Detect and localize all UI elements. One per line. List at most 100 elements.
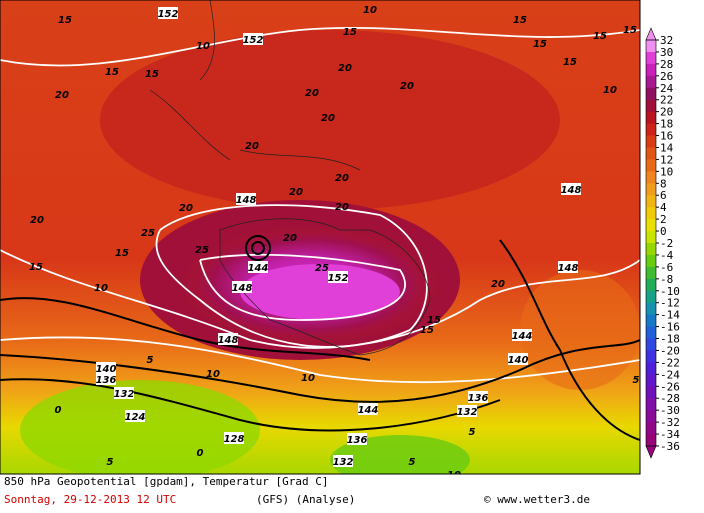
colorbar-label: -4 — [660, 249, 674, 262]
label-box — [236, 193, 256, 205]
colorbar-band — [646, 278, 656, 292]
colorbar-band — [646, 99, 656, 113]
geopotential-label: 132 — [114, 389, 135, 400]
colorbar-band — [646, 314, 656, 328]
temperature-label: 15 — [115, 248, 129, 259]
colorbar-band — [646, 302, 656, 316]
colorbar-label: 24 — [660, 82, 674, 95]
colorbar-label: -2 — [660, 237, 673, 250]
colorbar-band — [646, 63, 656, 77]
temperature-label: 20 — [30, 215, 44, 226]
colorbar-band — [646, 362, 656, 375]
footer-date: Sonntag, 29-12-2013 12 UTC — [4, 493, 176, 506]
geopotential-contours — [0, 235, 640, 441]
colorbar-band — [646, 159, 656, 172]
temperature-label: 20 — [400, 81, 414, 92]
colorbar-band — [646, 111, 656, 125]
colorbar-label: -24 — [660, 368, 680, 381]
colorbar-band — [646, 338, 656, 351]
colorbar-band — [646, 422, 656, 435]
temperature-label: 15 — [105, 67, 119, 78]
colorbar-band — [646, 326, 656, 340]
geopotential-label: 148 — [558, 263, 579, 274]
colorbar-label: 20 — [660, 106, 673, 119]
colorbar-arrow-bottom — [645, 445, 657, 459]
temperature-label: 15 — [563, 57, 577, 68]
temperature-label: 15 — [533, 39, 547, 50]
label-box — [457, 405, 477, 417]
colorbar-label: 10 — [660, 165, 673, 178]
colorbar-label: 4 — [660, 201, 667, 214]
geopotential-label: 132 — [333, 457, 354, 468]
colorbar-band — [646, 171, 656, 184]
colorbar-label: 12 — [660, 153, 673, 166]
colorbar-label: 16 — [660, 130, 673, 143]
geopotential-label: 152 — [243, 35, 264, 46]
colorbar-label: -28 — [660, 392, 680, 405]
colorbar-label: 22 — [660, 94, 673, 107]
label-box — [218, 333, 238, 345]
geopotential-label: 128 — [224, 434, 245, 445]
colorbar-label: 30 — [660, 46, 673, 59]
temperature-label: 20 — [305, 88, 319, 99]
geopotential-label: 136 — [347, 435, 368, 446]
colorbar-label: 14 — [660, 141, 674, 154]
colorbar-band — [646, 231, 656, 244]
label-box — [96, 362, 116, 374]
colorbar-label: -36 — [660, 440, 680, 453]
temperature-label: 5 — [633, 375, 640, 386]
colorbar-band — [646, 386, 656, 399]
geopotential-label: 144 — [512, 331, 533, 342]
temperature-label: 20 — [289, 187, 303, 198]
label-box — [358, 403, 378, 415]
colorbar-label: 2 — [660, 213, 667, 226]
footer-model: (GFS) (Analyse) — [256, 493, 355, 506]
footer-title: 850 hPa Geopotential [gpdam], Temperatur… — [4, 475, 329, 488]
temperature-label: 5 — [107, 457, 114, 468]
label-box — [114, 387, 134, 399]
colorbar-label: -12 — [660, 297, 680, 310]
label-box — [248, 261, 268, 273]
temperature-contours — [0, 27, 640, 384]
temperature-label: 15 — [29, 262, 43, 273]
colorbar-label: -30 — [660, 404, 680, 417]
colorbar-band — [646, 207, 656, 220]
colorbar-label: 32 — [660, 34, 673, 47]
coastlines — [149, 0, 431, 356]
label-box — [512, 329, 532, 341]
temperature-label: 15 — [145, 69, 159, 80]
temperature-label: 10 — [206, 369, 220, 380]
label-box — [96, 373, 116, 385]
temperature-label: 15 — [623, 25, 637, 36]
temperature-label: 20 — [179, 203, 193, 214]
colorbar-band — [646, 243, 656, 256]
colorbar-band — [646, 290, 656, 304]
colorbar-label: -10 — [660, 285, 680, 298]
colorbar-label: 0 — [660, 225, 667, 238]
label-box — [232, 281, 252, 293]
geopotential-label: 136 — [96, 375, 117, 386]
colorbar-band — [646, 254, 656, 268]
label-box — [125, 410, 145, 422]
temperature-label: 15 — [427, 315, 441, 326]
temperature-label: 20 — [55, 90, 69, 101]
temperature-label: 15 — [58, 15, 72, 26]
colorbar-label: -6 — [660, 261, 673, 274]
temperature-label: 15 — [513, 15, 527, 26]
temperature-label: 25 — [195, 245, 209, 256]
temperature-label: 20 — [245, 141, 259, 152]
colorbar-band — [646, 374, 656, 387]
temperature-label: 25 — [315, 263, 329, 274]
geopotential-label: 148 — [218, 335, 239, 346]
colorbar-label: -16 — [660, 321, 680, 334]
temperature-label: 5 — [147, 355, 154, 366]
colorbar-label: 8 — [660, 177, 667, 190]
temperature-label: 20 — [321, 113, 335, 124]
temperature-label: 20 — [491, 279, 505, 290]
colorbar-band — [646, 434, 656, 447]
colorbar-band — [646, 87, 656, 101]
colorbar-band — [646, 219, 656, 232]
